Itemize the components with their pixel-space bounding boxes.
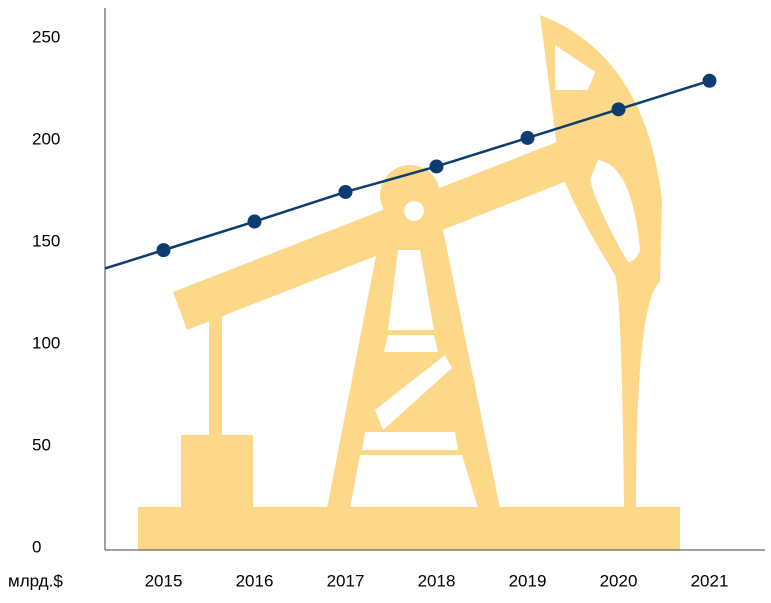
y-unit-label: млрд.$ [8, 571, 63, 590]
point [157, 243, 171, 257]
trend-extension [105, 250, 164, 268]
x-tick-label: 2015 [145, 571, 183, 590]
x-tick-label: 2017 [327, 571, 365, 590]
y-tick-label: 50 [32, 435, 51, 454]
chart: млрд.$ 0 50 100 150 200 250 2015 2016 2017 2018 20… [0, 0, 771, 598]
y-tick-label: 250 [32, 27, 60, 46]
point [521, 131, 535, 145]
point [612, 102, 626, 116]
y-tick-label: 0 [32, 537, 41, 556]
y-tick-label: 200 [32, 129, 60, 148]
x-tick-label: 2018 [418, 571, 456, 590]
x-tick-label: 2021 [691, 571, 729, 590]
point [339, 185, 353, 199]
y-tick-label: 100 [32, 333, 60, 352]
x-tick-label: 2016 [236, 571, 274, 590]
point [430, 159, 444, 173]
x-tick-label: 2020 [600, 571, 638, 590]
point [703, 74, 717, 88]
point [248, 215, 262, 229]
x-tick-label: 2019 [509, 571, 547, 590]
y-tick-label: 150 [32, 231, 60, 250]
